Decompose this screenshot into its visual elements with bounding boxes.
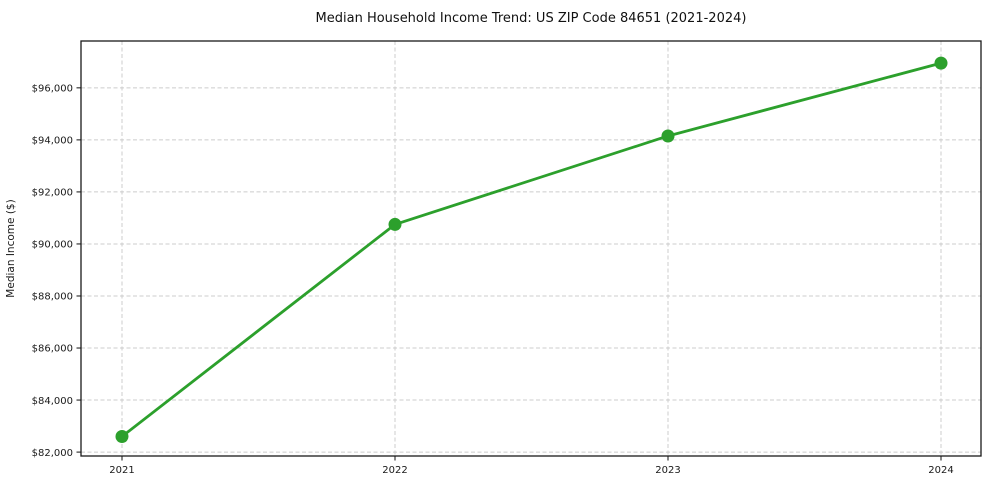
y-tick-label: $82,000 — [32, 448, 73, 459]
x-tick-label: 2024 — [928, 465, 953, 476]
series-layer — [115, 56, 948, 443]
y-tick-label: $90,000 — [32, 240, 73, 251]
x-tick-label: 2023 — [655, 465, 680, 476]
income-trend-line — [120, 61, 943, 438]
y-tick-label: $86,000 — [32, 344, 73, 355]
tick-layer — [76, 87, 942, 461]
y-axis-label: Median Income ($) — [5, 199, 17, 297]
x-tick-label: 2021 — [109, 465, 134, 476]
data-point-2024 — [934, 56, 948, 70]
y-tick-label: $92,000 — [32, 188, 73, 199]
y-tick-label: $88,000 — [32, 292, 73, 303]
data-point-2022 — [388, 217, 402, 231]
grid-layer — [81, 41, 981, 456]
data-point-2023 — [661, 129, 675, 143]
data-point-2021 — [115, 429, 129, 443]
chart-title: Median Household Income Trend: US ZIP Co… — [316, 11, 747, 26]
tick-label-layer: $82,000 $84,000 $86,000 $88,000 $90,000 $92,0… — [32, 84, 954, 476]
y-tick-label: $96,000 — [32, 84, 73, 95]
plot-border — [80, 40, 982, 457]
y-tick-label: $84,000 — [32, 396, 73, 407]
x-tick-label: 2022 — [382, 465, 407, 476]
y-tick-label: $94,000 — [32, 136, 73, 147]
